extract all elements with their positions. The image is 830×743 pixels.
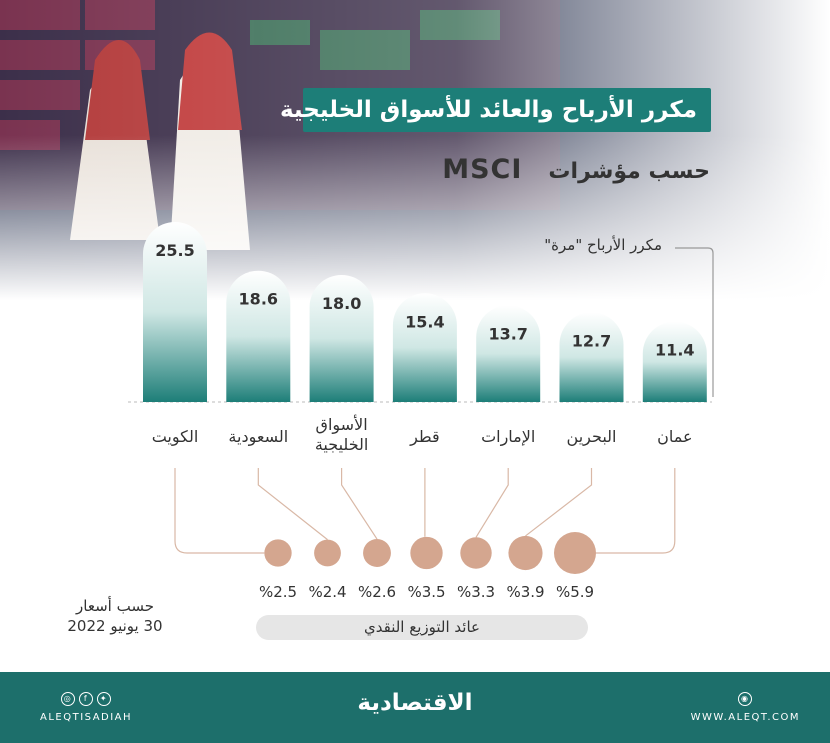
brand-logo: الاقتصادية bbox=[357, 690, 473, 716]
connector-line bbox=[257, 468, 328, 541]
connector-line bbox=[475, 468, 509, 538]
yield-bubble bbox=[554, 532, 596, 574]
yield-label: %2.6 bbox=[358, 583, 396, 601]
yield-bubble bbox=[314, 539, 341, 567]
twitter-icon[interactable]: ✦ bbox=[97, 692, 112, 706]
category-label: قطر bbox=[409, 427, 440, 447]
dividend-yield-label: عائد التوزيع النقدي bbox=[256, 615, 588, 640]
source-note: حسب أسعار 30 يونيو 2022 bbox=[60, 596, 170, 636]
bar-chart: 25.5 الكويت %2.5 18.6 السعودية %2.4 18.0 الأسوا… bbox=[128, 222, 714, 601]
category-label: الإمارات bbox=[481, 427, 535, 447]
category-label: البحرين bbox=[567, 427, 617, 447]
yield-bubble bbox=[363, 539, 391, 567]
bar-value-label: 18.6 bbox=[239, 290, 278, 309]
yield-bubble bbox=[508, 535, 543, 571]
bar-value-label: 25.5 bbox=[155, 241, 194, 260]
bar-value-label: 15.4 bbox=[405, 312, 444, 331]
social-block: ◎ f ✦ ALEQTISADIAH bbox=[40, 692, 132, 723]
category-label: السعودية bbox=[228, 427, 288, 447]
web-icon: ◉ bbox=[738, 692, 753, 706]
yield-bubble bbox=[264, 539, 292, 567]
yield-label: %2.4 bbox=[308, 583, 346, 601]
instagram-icon[interactable]: ◎ bbox=[61, 692, 76, 706]
social-handle[interactable]: ALEQTISADIAH bbox=[40, 712, 133, 723]
bar bbox=[559, 312, 624, 402]
yield-label: %3.9 bbox=[506, 583, 544, 601]
yield-label: %3.5 bbox=[407, 583, 445, 601]
website-link[interactable]: WWW.ALEQT.COM bbox=[690, 712, 800, 723]
yield-label: %2.5 bbox=[259, 583, 297, 601]
footer: ◎ f ✦ ALEQTISADIAH الاقتصادية ◉ WWW.ALEQ… bbox=[0, 672, 830, 743]
bar bbox=[476, 305, 541, 402]
yield-bubble bbox=[460, 537, 492, 569]
connector-line bbox=[596, 468, 676, 554]
bar bbox=[226, 270, 291, 402]
bar bbox=[392, 293, 457, 402]
bar-value-label: 18.0 bbox=[322, 294, 361, 313]
category-label: الأسواق الخليجية bbox=[315, 414, 369, 454]
source-line-2: 30 يونيو 2022 bbox=[67, 617, 163, 635]
legend-label: مكرر الأرباح "مرة" bbox=[544, 236, 662, 254]
bar-value-label: 13.7 bbox=[488, 324, 527, 343]
bar bbox=[309, 274, 374, 402]
chart-title: مكرر الأرباح والعائد للأسواق الخليجية bbox=[280, 88, 711, 132]
subtitle-brand: MSCI bbox=[442, 154, 523, 185]
website-block: ◉ WWW.ALEQT.COM bbox=[691, 692, 800, 723]
yield-label: %5.9 bbox=[556, 583, 594, 601]
bar-value-label: 11.4 bbox=[655, 341, 694, 360]
legend-bracket bbox=[675, 247, 714, 397]
connector-line bbox=[341, 468, 378, 540]
source-line-1: حسب أسعار bbox=[76, 597, 154, 615]
chart-subtitle: حسب مؤشرات MSCI bbox=[442, 154, 710, 185]
category-label: عمان bbox=[657, 427, 692, 446]
facebook-icon[interactable]: f bbox=[79, 692, 94, 706]
bar bbox=[143, 222, 207, 402]
yield-label: %3.3 bbox=[457, 583, 495, 601]
yield-bubble bbox=[410, 536, 443, 570]
connector-line bbox=[174, 468, 265, 554]
subtitle-text: حسب مؤشرات bbox=[548, 159, 710, 184]
category-label: الكويت bbox=[152, 427, 199, 447]
bar-value-label: 12.7 bbox=[572, 331, 611, 350]
connector-line bbox=[525, 468, 593, 537]
bar bbox=[642, 321, 707, 402]
